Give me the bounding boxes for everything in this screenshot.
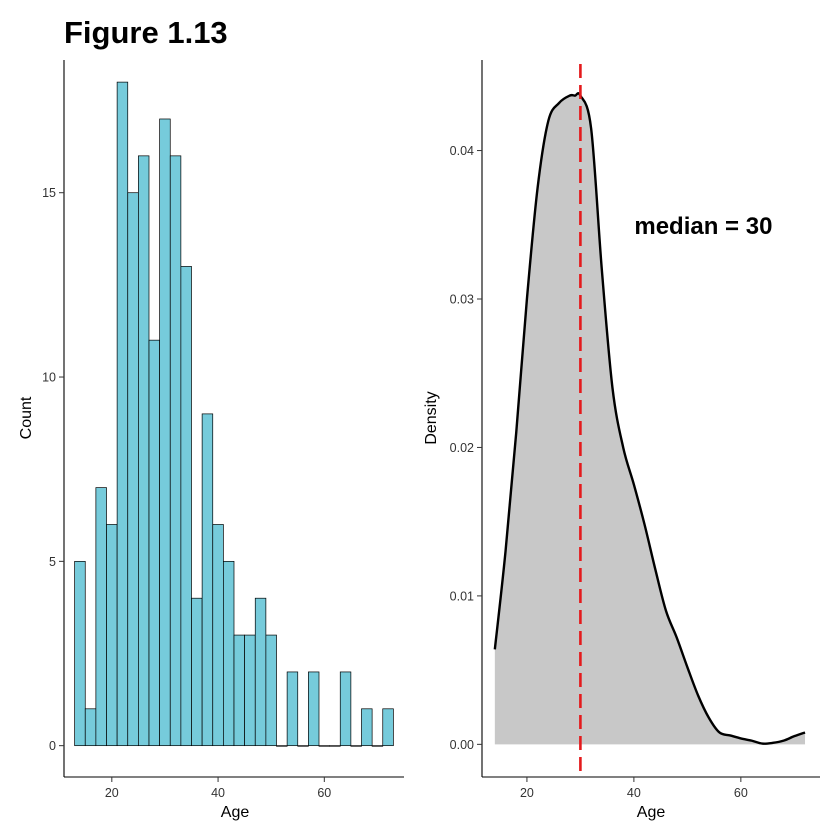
histogram-bar [382,708,394,747]
histogram-bar [138,155,150,747]
histogram-bar [127,192,139,747]
histogram-bars [74,81,394,747]
median-annotation: median = 30 [634,213,772,240]
histogram-bar [84,708,97,747]
histogram-axes: 0 5 10 15 20 40 60 [42,60,404,800]
density-panel: 0.00 0.01 0.02 0.03 0.04 20 40 60 Age Density m… [423,60,820,821]
histogram-bar [148,339,160,747]
histogram-bar [201,413,214,747]
histogram-x-tick-label: 40 [211,786,225,800]
histogram-bar [361,708,373,747]
histogram-bar [339,671,352,747]
density-y-tick-label: 0.04 [450,144,474,158]
density-x-tick-label: 20 [520,786,534,800]
density-curve [493,92,806,745]
density-y-tick-label: 0.02 [450,441,474,455]
histogram-bar [297,745,309,747]
histogram-x-tick-label: 20 [105,786,119,800]
histogram-bar [350,745,362,747]
histogram-bar [180,266,192,747]
histogram-bar [74,560,86,747]
histogram-bar [254,597,267,747]
histogram-bar [106,524,118,747]
histogram-y-tick-label: 15 [42,186,56,200]
histogram-bar [308,671,320,747]
histogram-bar [244,634,256,747]
histogram-y-axis-title: Count [18,396,35,439]
density-x-axis-title: Age [637,804,666,821]
histogram-bar [371,745,384,747]
histogram-bar [159,118,171,747]
figure-title: Figure 1.13 [64,15,228,50]
density-axes: 0.00 0.01 0.02 0.03 0.04 20 40 60 [450,60,820,800]
histogram-x-axis-title: Age [221,804,250,821]
density-y-axis-title: Density [423,391,440,444]
histogram-bar [95,487,107,747]
density-plot [493,64,806,777]
density-y-tick-label: 0.01 [450,589,474,603]
histogram-bar [233,634,245,747]
density-x-tick-label: 60 [734,786,748,800]
histogram-bar [169,155,182,747]
density-y-tick-label: 0.03 [450,293,474,307]
histogram-y-tick-label: 5 [49,555,56,569]
density-area [494,93,806,745]
histogram-x-tick-label: 60 [317,786,331,800]
histogram-bar [223,560,235,747]
histogram-bar [191,597,203,747]
histogram-bar [116,81,129,747]
density-y-tick-label: 0.00 [450,738,474,752]
histogram-bar [212,524,224,747]
histogram-bar [318,745,330,747]
histogram-y-tick-label: 10 [42,371,56,385]
histogram-bar [265,634,277,747]
histogram-bar [329,745,341,747]
histogram-bar [286,671,299,747]
density-x-tick-label: 40 [627,786,641,800]
histogram-y-tick-label: 0 [49,739,56,753]
histogram-panel: 0 5 10 15 20 40 60 Age Count [18,60,404,821]
histogram-bar [276,745,288,747]
